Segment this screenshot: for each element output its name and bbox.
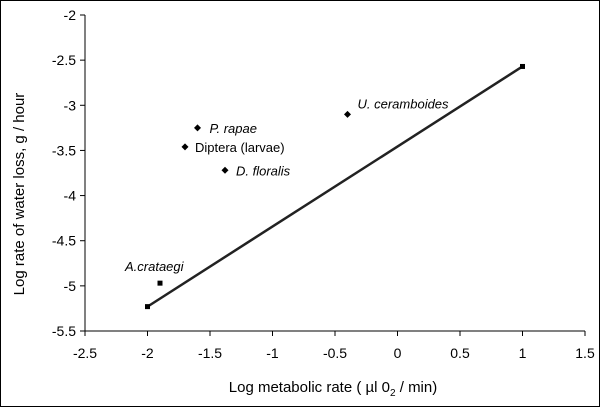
line-endpoint-marker: [145, 304, 150, 310]
y-axis-title: Log rate of water loss, g / hour: [11, 93, 28, 296]
data-point: [221, 166, 229, 174]
y-tick-label: -3.5: [52, 142, 76, 158]
data-point-label: U. ceramboides: [358, 96, 450, 111]
data-point: [344, 110, 351, 118]
y-tick-label: -4: [64, 188, 77, 204]
x-tick-label: 0: [394, 345, 402, 361]
regression-line: [146, 65, 524, 308]
axes: -5.5 -5 -4.5 -4 -3.5 -3 -2.5 -2 -2.5 -2 -1.5 -1 -0.5…: [52, 7, 595, 361]
x-tick-label: 1: [519, 345, 527, 361]
x-axis-title-subscript: 2: [390, 388, 396, 399]
marks: [145, 63, 525, 310]
data-point: [194, 124, 201, 132]
data-point-label: Diptera (larvae): [195, 140, 285, 155]
x-tick-label: 1.5: [575, 345, 595, 361]
labels: P. rapae Diptera (larvae) D. floralis U. ce…: [124, 96, 449, 274]
x-tick-label: -1.5: [198, 345, 222, 361]
x-axis-title: Log metabolic rate ( µl 02 / min): [229, 379, 437, 399]
data-point: [181, 143, 189, 151]
x-axis-title-suffix: / min): [396, 379, 438, 396]
y-tick-label: -2.5: [52, 52, 76, 68]
x-tick-label: -2: [141, 345, 154, 361]
y-tick-label: -5.5: [52, 323, 76, 339]
data-point-label: D. floralis: [236, 163, 291, 178]
x-tick-label: -0.5: [323, 345, 347, 361]
x-tick-label: -2.5: [73, 345, 97, 361]
x-tick-label: 0.5: [450, 345, 470, 361]
y-tick-label: -3: [64, 97, 77, 113]
data-point-label: P. rapae: [210, 121, 257, 136]
y-tick-label: -5: [64, 278, 77, 294]
y-tick-label: -2: [64, 7, 77, 23]
x-axis-title-main: Log metabolic rate ( µl 0: [229, 379, 390, 396]
data-point-label: A.crataegi: [124, 259, 185, 274]
line-endpoint-marker: [520, 63, 525, 69]
x-tick-label: -1: [266, 345, 279, 361]
y-tick-label: -4.5: [52, 233, 76, 249]
data-point: [157, 280, 163, 286]
